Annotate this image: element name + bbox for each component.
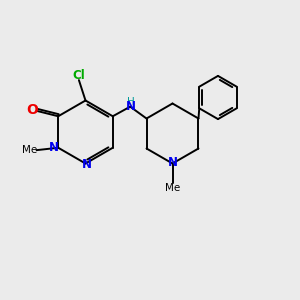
Text: N: N: [167, 156, 178, 169]
Text: N: N: [82, 158, 92, 172]
Text: Cl: Cl: [73, 69, 85, 82]
Text: Me: Me: [22, 145, 38, 155]
Text: N: N: [49, 141, 59, 154]
Text: Me: Me: [165, 183, 180, 193]
Text: H: H: [127, 97, 135, 107]
Text: O: O: [26, 103, 38, 117]
Text: N: N: [125, 100, 136, 113]
